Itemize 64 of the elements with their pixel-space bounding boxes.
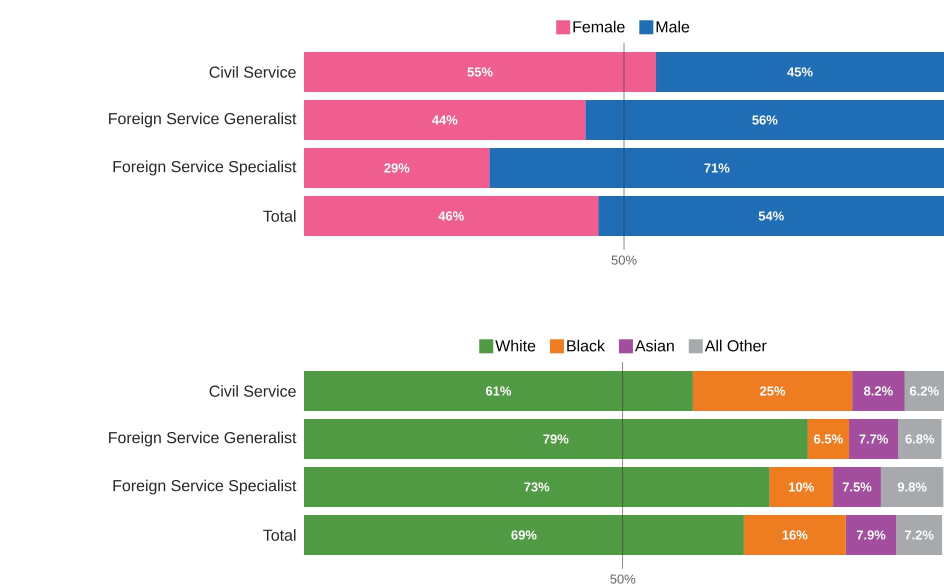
legend-label: Asian — [634, 340, 674, 352]
data-label: 6.5% — [814, 434, 843, 444]
data-label: 8.2% — [864, 386, 893, 396]
bar — [304, 418, 808, 459]
bar — [846, 514, 896, 555]
y-tick-label: Foreign Service Specialist — [114, 160, 296, 176]
bar — [849, 418, 898, 459]
data-label: 61% — [486, 386, 512, 396]
data-label: 29% — [384, 163, 410, 173]
y-tick-label: Civil Service — [210, 385, 296, 397]
y-tick-label: Total — [263, 210, 296, 222]
bar — [852, 370, 904, 411]
y-tick-label: Total — [263, 529, 296, 541]
data-label: 54% — [758, 211, 784, 221]
bar — [304, 196, 598, 236]
bar — [304, 466, 770, 507]
bar — [304, 514, 744, 555]
bar — [896, 514, 942, 555]
data-label: 9.8% — [898, 482, 927, 492]
bar — [904, 370, 944, 411]
data-label: 79% — [543, 434, 568, 444]
data-label: 16% — [782, 530, 808, 540]
y-tick-label: Foreign Service Specialist — [114, 480, 296, 494]
data-label: 44% — [432, 115, 458, 125]
data-label: 7.2% — [904, 530, 934, 540]
legend-label: Female — [573, 20, 625, 32]
legend-label: Black — [567, 340, 605, 352]
data-label: 10% — [789, 482, 814, 492]
bar — [304, 148, 490, 188]
data-label: 7.7% — [859, 434, 888, 444]
bar — [304, 370, 693, 411]
legend-label: Male — [656, 20, 690, 32]
data-label: 73% — [524, 482, 550, 492]
data-label: 46% — [438, 211, 464, 221]
bar — [833, 466, 881, 507]
data-label: 6.8% — [906, 434, 934, 444]
bar — [304, 52, 656, 92]
bar — [808, 418, 850, 459]
bar — [744, 514, 846, 555]
bar — [880, 466, 944, 507]
data-label: 69% — [511, 530, 537, 540]
bar — [898, 418, 942, 459]
data-label: 71% — [704, 163, 730, 173]
data-label: 6.2% — [910, 386, 939, 396]
data-label: 7.5% — [842, 482, 872, 492]
data-label: 7.9% — [856, 530, 886, 540]
ref-line-label: 50% — [612, 256, 637, 265]
data-label: 25% — [760, 386, 786, 396]
data-label: 45% — [787, 67, 813, 77]
bar — [692, 370, 852, 411]
y-tick-label: Civil Service — [210, 66, 296, 78]
bar — [598, 196, 944, 236]
bar — [490, 148, 944, 188]
y-tick-label: Foreign Service Generalist — [109, 112, 296, 128]
bar — [586, 100, 944, 140]
bar — [769, 466, 834, 507]
bar — [656, 52, 944, 92]
y-tick-label: Foreign Service Generalist — [109, 432, 296, 446]
ref-line-label: 50% — [610, 574, 636, 584]
bar — [304, 100, 586, 140]
data-label: 56% — [752, 115, 778, 125]
data-label: 55% — [467, 67, 493, 77]
legend-label: All Other — [704, 340, 767, 352]
legend-label: White — [495, 340, 536, 352]
